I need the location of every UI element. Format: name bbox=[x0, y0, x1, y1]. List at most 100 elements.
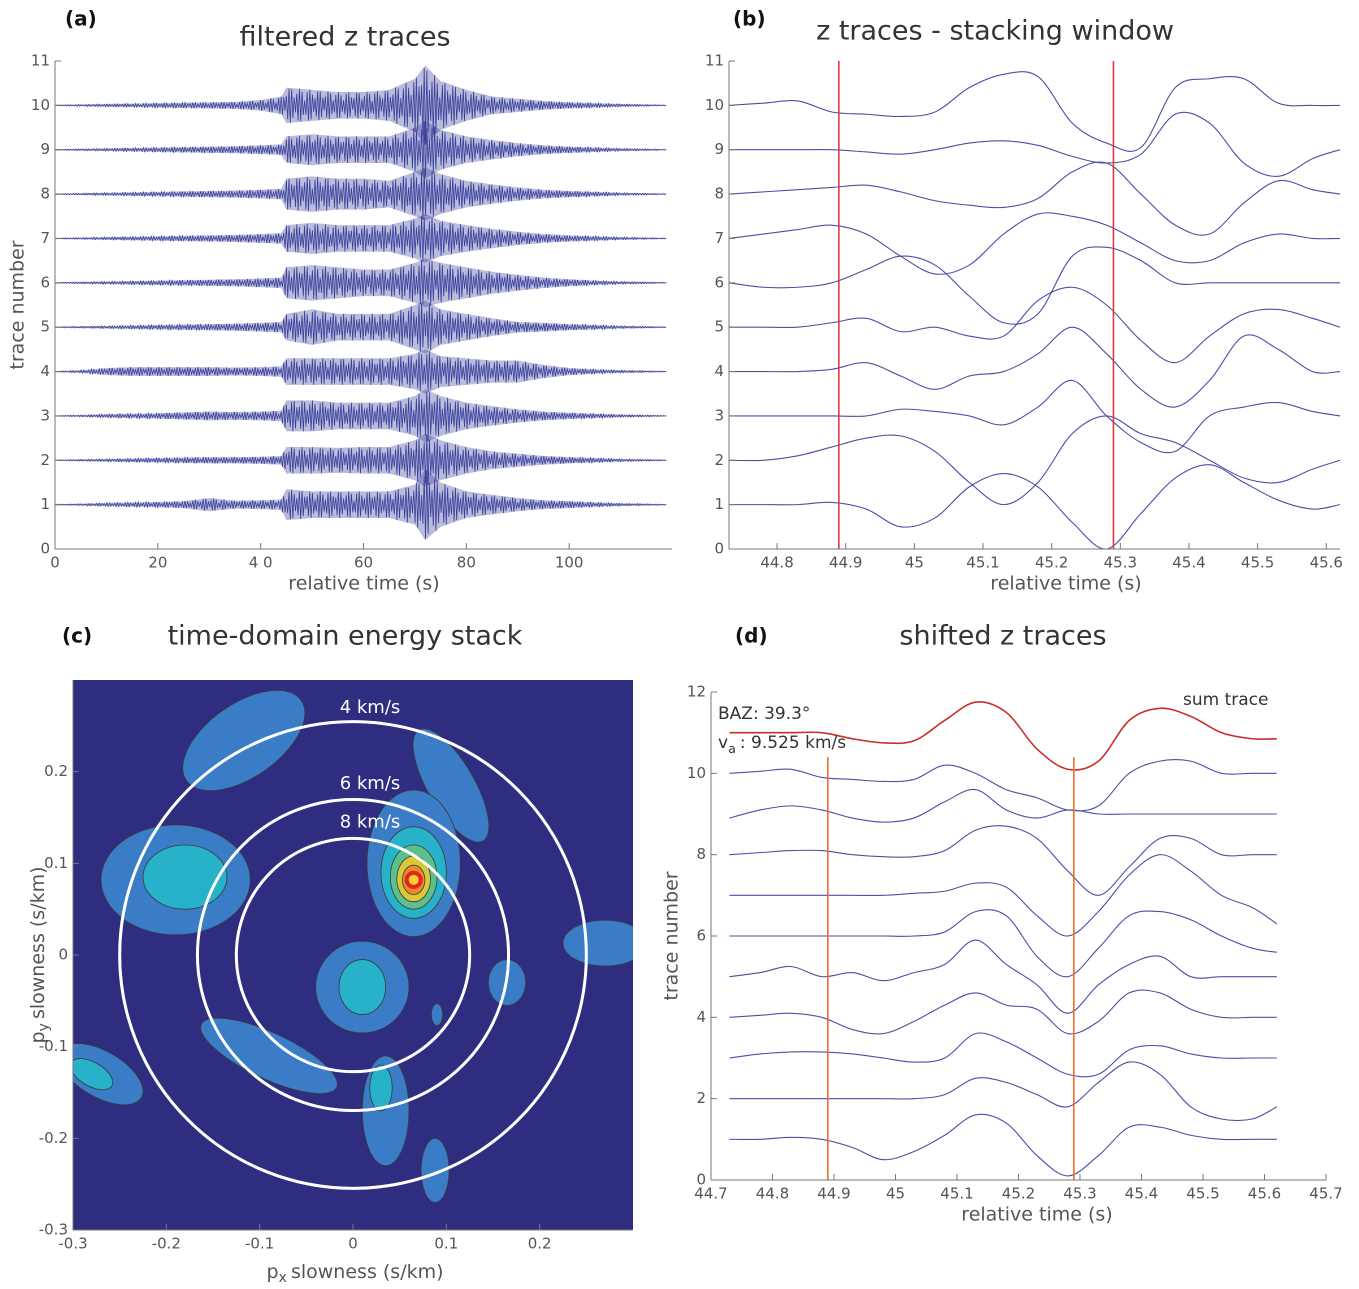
wiggle bbox=[54, 68, 667, 145]
y-tick-label: 0 bbox=[58, 946, 68, 964]
x-tick-label: 0.2 bbox=[528, 1235, 552, 1253]
trace bbox=[728, 161, 1341, 236]
contour-region bbox=[369, 1064, 393, 1112]
trace bbox=[729, 379, 1341, 454]
y-axis-label-part: y bbox=[36, 1022, 52, 1031]
y-tick-label: 8 bbox=[40, 185, 50, 203]
x-tick-label: 45.1 bbox=[940, 1185, 973, 1203]
x-tick-label: 45.5 bbox=[1241, 554, 1274, 572]
y-tick-label: 8 bbox=[714, 185, 724, 203]
y-axis-label-part: p bbox=[27, 1031, 49, 1043]
chart-title: shifted z traces bbox=[899, 621, 1106, 652]
x-tick-label: 45 bbox=[886, 1185, 905, 1203]
panel-label: (a) bbox=[65, 7, 97, 31]
trace bbox=[729, 825, 1277, 896]
x-tick-label: 45.4 bbox=[1125, 1185, 1158, 1203]
x-axis-label: px slowness (s/km) bbox=[266, 1261, 443, 1287]
y-tick-label: 10 bbox=[687, 764, 706, 782]
velocity-circle bbox=[234, 836, 472, 1074]
contour-region bbox=[142, 844, 228, 910]
x-axis-label-part: p bbox=[266, 1261, 278, 1283]
contour-region bbox=[430, 1003, 443, 1026]
x-tick-label: 44.7 bbox=[694, 1185, 727, 1203]
wiggle bbox=[54, 216, 667, 262]
y-tick-label: 3 bbox=[714, 406, 724, 424]
y-tick-label: 1 bbox=[714, 495, 724, 513]
y-tick-label: 10 bbox=[31, 96, 50, 114]
trace bbox=[729, 759, 1277, 812]
x-tick-label: 45.3 bbox=[1104, 554, 1137, 572]
trace bbox=[729, 909, 1277, 978]
annotation: BAZ: 39.3° bbox=[718, 704, 810, 724]
y-axis-label: py slowness (s/km) bbox=[27, 866, 53, 1043]
y-tick-label: 0.1 bbox=[44, 854, 68, 872]
contour-region bbox=[182, 689, 306, 792]
y-tick-label: 0.2 bbox=[44, 762, 68, 780]
annotation: va: 9.525 km/s bbox=[718, 733, 846, 757]
trace bbox=[729, 989, 1277, 1035]
contour-region bbox=[338, 959, 387, 1015]
annotation-part: v bbox=[718, 733, 728, 753]
y-tick-label: 9 bbox=[40, 140, 50, 158]
x-tick-label: -0.2 bbox=[152, 1235, 181, 1253]
panel-label: (d) bbox=[735, 624, 768, 648]
x-tick-label: 0.1 bbox=[434, 1235, 458, 1253]
x-tick-label: -0.3 bbox=[58, 1235, 87, 1253]
y-tick-label: 9 bbox=[714, 140, 724, 158]
y-tick-label: 5 bbox=[40, 318, 50, 336]
trace bbox=[729, 939, 1277, 1014]
velocity-label: 8 km/s bbox=[340, 811, 401, 832]
x-tick-label: 0 bbox=[348, 1235, 358, 1253]
wiggle bbox=[54, 168, 667, 220]
y-tick-label: 4 bbox=[40, 362, 50, 380]
trace bbox=[728, 212, 1341, 275]
chart-title: filtered z traces bbox=[239, 22, 450, 53]
y-tick-label: 6 bbox=[714, 273, 724, 291]
wiggle bbox=[54, 391, 667, 442]
x-tick-label: 4 0 bbox=[249, 554, 273, 572]
x-tick-label: 45.6 bbox=[1310, 554, 1343, 572]
trace bbox=[729, 701, 1277, 771]
x-tick-label: -0.1 bbox=[245, 1235, 274, 1253]
trace bbox=[729, 286, 1341, 364]
y-tick-label: 7 bbox=[714, 229, 724, 247]
x-tick-label: 45.6 bbox=[1248, 1185, 1281, 1203]
x-tick-label: 44.9 bbox=[817, 1185, 850, 1203]
x-tick-label: 45.5 bbox=[1186, 1185, 1219, 1203]
y-axis-label: trace number bbox=[661, 871, 683, 1000]
y-tick-label: 0 bbox=[714, 540, 724, 558]
trace bbox=[729, 1032, 1277, 1078]
y-axis-label-part: slowness (s/km) bbox=[27, 866, 49, 1019]
y-tick-label: 3 bbox=[40, 406, 50, 424]
trace bbox=[729, 326, 1341, 408]
series-label: sum trace bbox=[1183, 690, 1268, 710]
panel-label: (c) bbox=[62, 624, 92, 648]
velocity-label: 6 km/s bbox=[340, 773, 401, 794]
x-tick-label: 44.8 bbox=[756, 1185, 789, 1203]
x-tick-label: 45.3 bbox=[1063, 1185, 1096, 1203]
y-tick-label: 11 bbox=[705, 52, 724, 70]
x-tick-label: 45.2 bbox=[1035, 554, 1068, 572]
y-tick-label: 12 bbox=[687, 683, 706, 701]
velocity-circle bbox=[195, 797, 511, 1113]
trace bbox=[729, 1113, 1277, 1177]
trace bbox=[728, 246, 1340, 325]
contour-group bbox=[73, 689, 633, 1203]
x-axis-label-part: x bbox=[279, 1270, 287, 1286]
annotation-part: : 9.525 km/s bbox=[740, 733, 846, 753]
y-tick-label: 7 bbox=[40, 229, 50, 247]
y-tick-label: 5 bbox=[714, 318, 724, 336]
x-axis-label: relative time (s) bbox=[288, 573, 439, 595]
x-tick-label: 80 bbox=[457, 554, 476, 572]
trace bbox=[729, 111, 1341, 177]
y-tick-label: 11 bbox=[31, 52, 50, 70]
contour-region bbox=[200, 1017, 338, 1095]
x-tick-label: 44.8 bbox=[760, 554, 793, 572]
y-tick-label: 4 bbox=[696, 1008, 706, 1026]
y-tick-label: -0.2 bbox=[39, 1129, 68, 1147]
x-axis-label: relative time (s) bbox=[990, 573, 1141, 595]
trace bbox=[728, 415, 1341, 506]
y-tick-label: -0.1 bbox=[39, 1037, 68, 1055]
x-axis-label: relative time (s) bbox=[961, 1204, 1112, 1226]
x-tick-label: 45.7 bbox=[1309, 1185, 1342, 1203]
